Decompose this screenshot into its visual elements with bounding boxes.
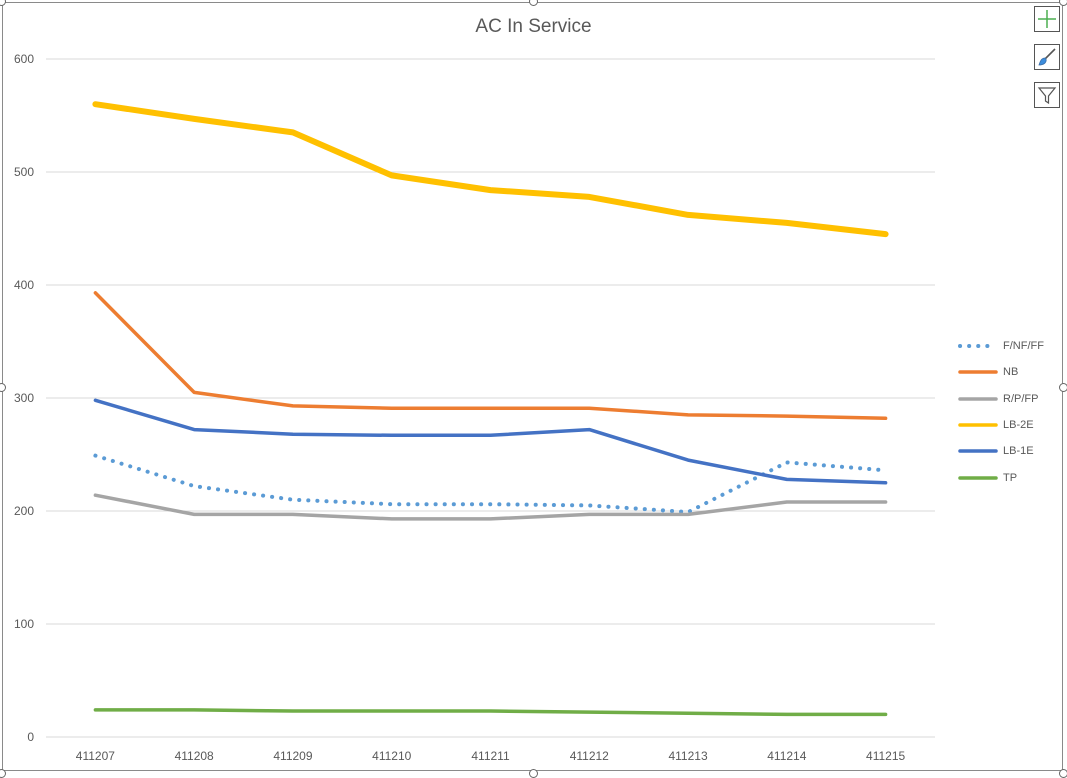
legend-item[interactable]: TP xyxy=(957,464,1044,490)
legend-label: LB-1E xyxy=(1003,445,1034,458)
series-line-f-nf-ff[interactable] xyxy=(93,453,888,515)
x-tick-label: 411214 xyxy=(767,749,806,763)
series-line-lb-1e[interactable] xyxy=(93,398,888,485)
plus-icon xyxy=(1038,10,1056,28)
legend-swatch xyxy=(958,449,998,454)
y-tick-label: 0 xyxy=(27,730,34,744)
y-tick-label: 200 xyxy=(14,504,34,518)
legend-item[interactable]: R/P/FP xyxy=(957,386,1044,412)
x-tick-label: 411210 xyxy=(372,749,411,763)
legend-swatch xyxy=(958,423,998,427)
chart-title[interactable]: AC In Service xyxy=(475,16,592,37)
y-tick-label: 400 xyxy=(14,278,34,292)
legend-item[interactable]: LB-2E xyxy=(957,412,1044,438)
resize-handle-left[interactable] xyxy=(0,383,6,392)
legend-swatch xyxy=(958,475,998,480)
legend-swatch xyxy=(958,344,998,349)
paintbrush-icon xyxy=(1038,48,1056,66)
legend-label: TP xyxy=(1003,471,1018,484)
x-tick-label: 411207 xyxy=(76,749,115,763)
series-line-nb[interactable] xyxy=(93,291,888,421)
y-tick-label: 600 xyxy=(14,52,34,66)
legend[interactable]: F/NF/FF NB R/P/FP LB-2E LB-1E TP xyxy=(957,333,1044,491)
chart-styles-button[interactable] xyxy=(1034,44,1060,70)
resize-handle-right[interactable] xyxy=(1059,383,1067,392)
resize-handle-top-right[interactable] xyxy=(1059,0,1067,6)
x-tick-label: 411215 xyxy=(866,749,905,763)
legend-swatch xyxy=(958,370,998,375)
series-line-r-p-fp[interactable] xyxy=(93,493,888,521)
x-tick-label: 411212 xyxy=(570,749,609,763)
legend-item[interactable]: F/NF/FF xyxy=(957,333,1044,359)
series-line-lb-2e[interactable] xyxy=(92,101,889,238)
chart-filters-button[interactable] xyxy=(1034,82,1060,108)
y-tick-label: 100 xyxy=(14,617,34,631)
y-tick-label: 300 xyxy=(14,391,34,405)
legend-label: NB xyxy=(1003,366,1019,379)
legend-label: LB-2E xyxy=(1003,419,1034,432)
filter-icon xyxy=(1037,87,1057,105)
resize-handle-top-left[interactable] xyxy=(0,0,6,6)
series-line-tp[interactable] xyxy=(93,708,888,717)
x-tick-label: 411211 xyxy=(471,749,510,763)
legend-label: F/NF/FF xyxy=(1003,340,1044,353)
chart-elements-button[interactable] xyxy=(1034,6,1060,32)
resize-handle-top[interactable] xyxy=(529,0,538,6)
legend-item[interactable]: NB xyxy=(957,359,1044,385)
legend-swatch xyxy=(958,396,998,401)
y-tick-label: 500 xyxy=(14,165,34,179)
x-tick-label: 411209 xyxy=(273,749,312,763)
x-tick-label: 411208 xyxy=(175,749,214,763)
legend-item[interactable]: LB-1E xyxy=(957,438,1044,464)
legend-label: R/P/FP xyxy=(1003,392,1039,405)
x-tick-label: 411213 xyxy=(668,749,707,763)
